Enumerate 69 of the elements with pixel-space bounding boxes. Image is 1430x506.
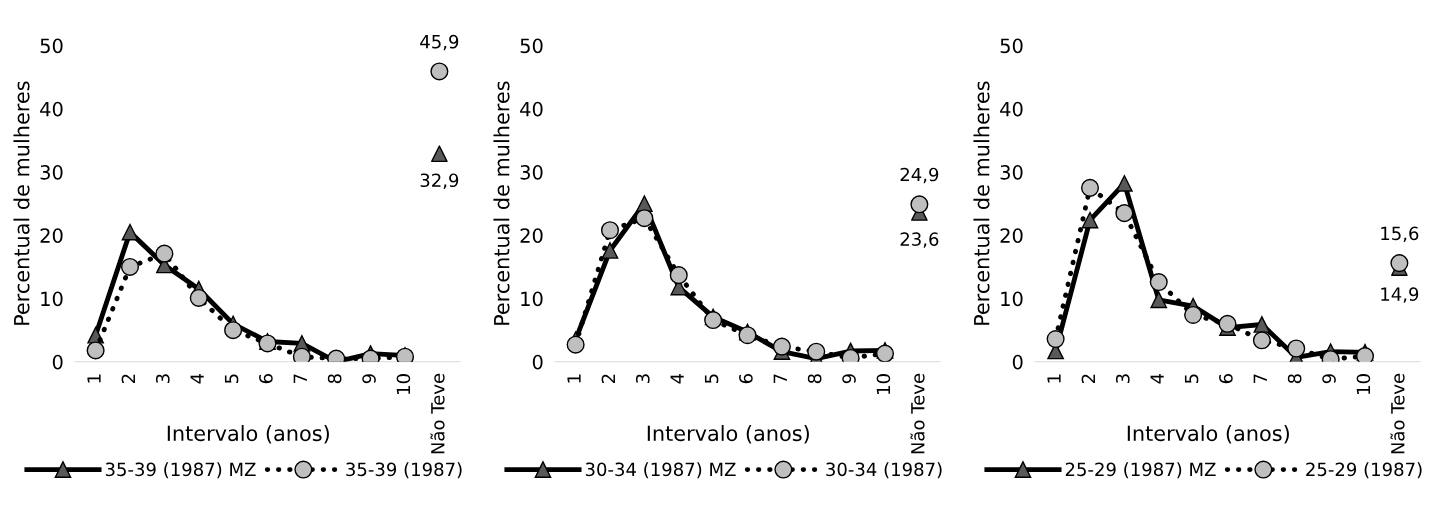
x-tick-label: 3 (635, 374, 650, 384)
y-tick-label: 0 (52, 354, 63, 370)
x-tick-label: 9 (362, 374, 376, 384)
x-tick-label: 5 (224, 374, 239, 383)
x-tick-label: 1 (87, 374, 101, 383)
x-tick-label: 10 (1356, 374, 1371, 394)
x-tick-label: 4 (1150, 373, 1164, 384)
legend-label: 25-29 (1987) (1306, 462, 1422, 479)
legend-label: 30-34 (1987) MZ (585, 462, 736, 479)
y-tick-label: 20 (520, 228, 543, 243)
x-tick-label: Não Teve (1390, 373, 1405, 454)
y-tick-label: 40 (1000, 101, 1023, 117)
x-tick-label: 8 (327, 374, 342, 384)
x-tick-label: 3 (155, 374, 170, 384)
y-tick-label: 50 (1000, 38, 1023, 54)
x-axis-title: Intervalo (anos) (647, 425, 809, 444)
y-tick-label: 10 (521, 291, 543, 307)
x-tick-label: 7 (1253, 374, 1267, 383)
x-tick-label: 2 (121, 374, 135, 384)
legend-label: 35-39 (1987) MZ (105, 462, 256, 479)
x-axis-title: Intervalo (anos) (1127, 425, 1289, 444)
y-tick-label: 20 (1000, 228, 1023, 243)
y-tick-label: 30 (1000, 165, 1023, 180)
x-tick-label: 2 (1081, 374, 1095, 384)
x-tick-label: 8 (1287, 374, 1302, 384)
y-tick-label: 40 (40, 101, 63, 117)
x-tick-label: 4 (190, 373, 204, 384)
y-tick-label: 50 (520, 38, 543, 54)
data-label: 14,9 (1381, 287, 1419, 303)
y-axis-title: Percentual de mulheres (13, 81, 30, 325)
y-tick-label: 40 (520, 101, 543, 117)
x-tick-label: 10 (876, 374, 891, 394)
y-tick-label: 0 (532, 354, 543, 370)
y-tick-label: 10 (41, 291, 63, 307)
y-axis-title: Percentual de mulheres (493, 81, 510, 325)
y-tick-label: 50 (40, 38, 63, 54)
x-tick-label: 5 (1184, 374, 1199, 383)
x-tick-label: 7 (773, 374, 787, 383)
x-tick-label: Não Teve (430, 373, 445, 454)
x-axis-title: Intervalo (anos) (167, 425, 329, 444)
x-tick-label: 10 (396, 374, 411, 394)
y-tick-label: 30 (520, 165, 543, 180)
x-tick-label: 3 (1115, 374, 1130, 384)
x-tick-label: 6 (1219, 374, 1233, 384)
legend-label: 35-39 (1987) (346, 462, 462, 479)
x-tick-label: 2 (601, 374, 615, 384)
legend-label: 30-34 (1987) (826, 462, 942, 479)
x-tick-label: 9 (1322, 374, 1336, 384)
y-tick-label: 20 (40, 228, 63, 243)
data-label: 45,9 (420, 34, 459, 51)
x-tick-label: 6 (259, 374, 273, 384)
x-tick-label: 1 (1047, 374, 1061, 383)
x-tick-label: 7 (293, 374, 307, 383)
y-tick-label: 10 (1001, 291, 1023, 307)
x-tick-label: 1 (567, 374, 581, 383)
data-label: 23,6 (900, 232, 939, 248)
y-tick-label: 30 (40, 165, 63, 180)
data-label: 24,9 (900, 167, 939, 184)
x-tick-label: 6 (739, 374, 753, 384)
data-label: 32,9 (420, 173, 459, 189)
y-tick-label: 0 (1012, 354, 1023, 370)
data-label: 15,6 (1381, 226, 1419, 243)
legend-label: 25-29 (1987) MZ (1065, 462, 1216, 479)
x-tick-label: Não Teve (910, 373, 925, 454)
x-tick-label: 5 (704, 374, 719, 383)
x-tick-label: 4 (670, 373, 684, 384)
x-tick-label: 8 (807, 374, 822, 384)
x-tick-label: 9 (842, 374, 856, 384)
y-axis-title: Percentual de mulheres (973, 81, 990, 325)
